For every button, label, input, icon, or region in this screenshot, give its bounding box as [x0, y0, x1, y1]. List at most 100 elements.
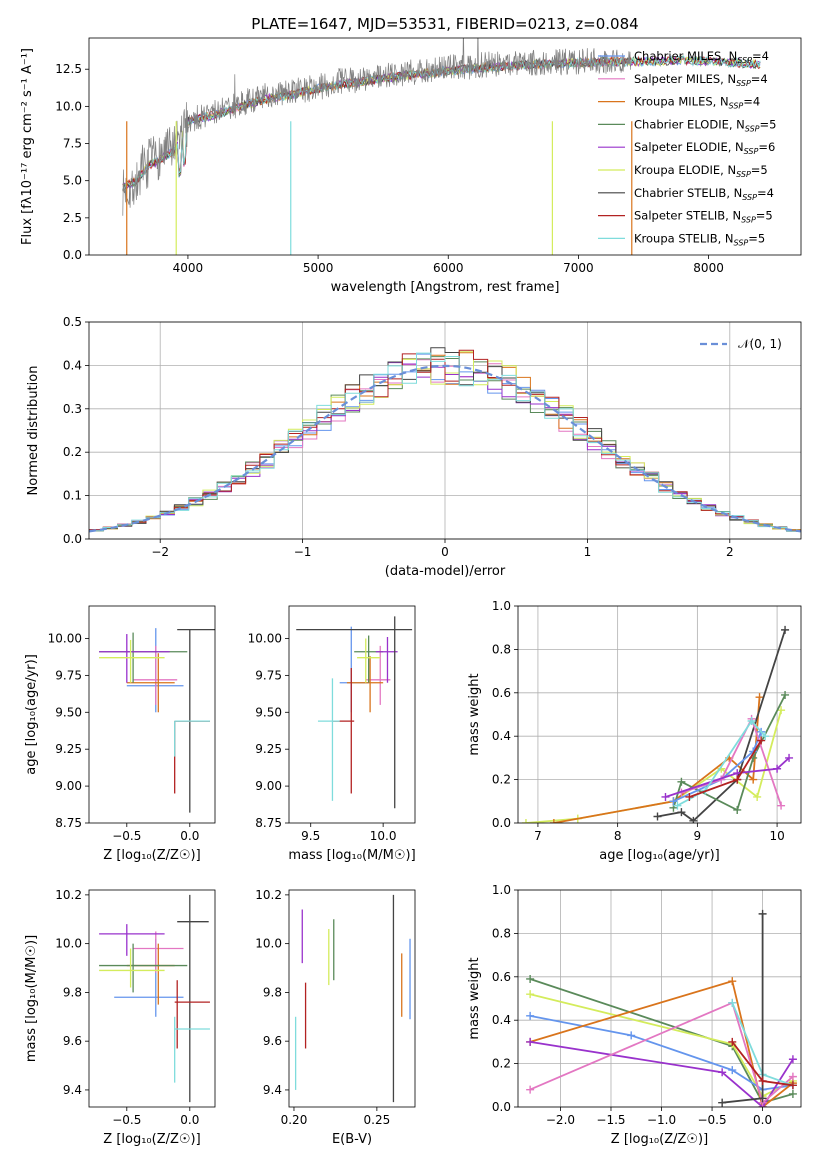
weight-marker: [718, 1068, 727, 1077]
x-axis-label: (data-model)/error: [385, 564, 506, 579]
weight-marker: [761, 732, 770, 741]
x-axis-label: Z [log₁₀(Z/Z☉)]: [103, 1132, 200, 1147]
y-tick-label: 9.6: [263, 1034, 282, 1048]
chart-title: PLATE=1647, MJD=53531, FIBERID=0213, z=0…: [251, 15, 638, 33]
weight-marker: [685, 792, 694, 801]
weight-marker: [549, 819, 558, 823]
x-tick-label: −1.0: [647, 1113, 676, 1127]
spectrum-data-line: [122, 38, 631, 216]
weight-marker: [728, 998, 737, 1007]
y-tick-label: 10.00: [248, 631, 282, 645]
axes-frame: [517, 605, 802, 824]
plot-area: [89, 347, 801, 533]
histogram-step: [89, 352, 801, 532]
axes-frame: [88, 889, 216, 1108]
x-tick-label: 0.0: [753, 1113, 772, 1127]
weight-marker: [661, 792, 670, 801]
y-tick-label: 9.4: [63, 1083, 82, 1097]
axes-frame: [288, 889, 416, 1108]
y-tick-label: 9.6: [63, 1034, 82, 1048]
weight-marker: [677, 808, 686, 817]
legend-label: 𝒩(0, 1): [738, 337, 782, 351]
weight-marker: [689, 816, 698, 823]
y-tick-label: 1.0: [492, 599, 511, 613]
x-tick-label: 0.0: [180, 829, 199, 843]
y-axis-label: Normed distribution: [26, 366, 41, 496]
chart-age-vs-mass: 9.5 10.0 8.75 9.00 9.25 9.50 9.75 10.00 mass [lo…: [248, 605, 416, 863]
weight-marker: [753, 792, 762, 801]
axes-frame: [517, 889, 802, 1108]
chart-mass-vs-ebv: 0.20 0.25 9.4 9.6 9.8 10.0 10.2 E(B-V): [255, 888, 416, 1147]
y-tick-label: 1.0: [492, 883, 511, 897]
chart-weight-vs-Z: −2.0 −1.5 −1.0 −0.5 0.0 0.0 0.2 0.4 0.6 0.8 1.0 Z […: [467, 883, 802, 1147]
weight-marker: [526, 1011, 535, 1020]
weight-marker: [788, 1089, 797, 1098]
weight-marker: [728, 1037, 737, 1046]
weight-marker: [781, 625, 790, 634]
x-tick-label: 9.5: [301, 829, 320, 843]
weight-marker: [526, 990, 535, 999]
y-tick-label: 10.00: [48, 631, 82, 645]
plot-area: [526, 909, 797, 1107]
y-tick-label: 0.8: [492, 926, 511, 940]
weight-marker: [755, 693, 764, 702]
plot-area: [294, 894, 411, 1103]
weight-marker: [781, 690, 790, 699]
axes-frame: [288, 605, 416, 824]
y-tick-label: 9.00: [55, 779, 82, 793]
weight-line: [525, 709, 782, 823]
weight-marker: [728, 1066, 737, 1075]
x-tick-label: 0: [441, 545, 449, 559]
y-tick-label: 0.4: [492, 729, 511, 743]
weight-marker: [521, 819, 530, 823]
x-tick-label: 7: [534, 829, 542, 843]
axes-frame: [88, 37, 802, 256]
x-tick-label: 8000: [693, 261, 724, 275]
y-tick-label: 9.25: [255, 742, 282, 756]
axes-frame: [88, 605, 216, 824]
weight-marker: [728, 977, 737, 986]
y-tick-label: 9.75: [55, 668, 82, 682]
weight-line: [657, 629, 786, 822]
x-tick-label: 10: [769, 829, 784, 843]
x-tick-label: 0.0: [180, 1113, 199, 1127]
x-axis-label: age [log₁₀(age/yr)]: [599, 848, 720, 863]
legend-label: Kroupa ELODIE, NSSP=5: [634, 163, 768, 179]
normal-curve: [89, 364, 801, 533]
y-tick-label: 0.2: [492, 773, 511, 787]
x-tick-label: 7000: [563, 261, 594, 275]
y-tick-label: 0.5: [63, 315, 82, 329]
axes-frame: [88, 321, 802, 540]
x-tick-label: 2: [726, 545, 734, 559]
chart-residuals: −2 −1 0 1 2 0.0 0.1 0.2 0.3 0.4 0.5 (data-model)/er…: [26, 315, 802, 579]
x-tick-label: −0.5: [112, 1113, 141, 1127]
weight-marker: [526, 1037, 535, 1046]
x-tick-label: 10.0: [370, 829, 397, 843]
legend: Chabrier MILES, NSSP=4 Salpeter MILES, NS…: [598, 49, 776, 247]
y-tick-label: 0.4: [492, 1013, 511, 1027]
y-tick-label: 0.4: [63, 358, 82, 372]
y-tick-label: 0.0: [492, 816, 511, 830]
legend-label: Chabrier MILES, NSSP=4: [634, 49, 769, 65]
weight-marker: [777, 801, 786, 810]
y-tick-label: 8.75: [255, 816, 282, 830]
weight-marker: [757, 736, 766, 745]
x-tick-label: −0.5: [697, 1113, 726, 1127]
x-axis-label: mass [log₁₀(M/M☉)]: [288, 848, 415, 863]
weight-marker: [749, 775, 758, 784]
weight-marker: [733, 775, 742, 784]
weight-marker: [627, 1031, 636, 1040]
weight-line: [665, 757, 790, 798]
weight-line: [529, 979, 794, 1107]
weight-marker: [673, 801, 682, 810]
x-axis-label: Z [log₁₀(Z/Z☉)]: [611, 1132, 708, 1147]
weight-line: [529, 1001, 794, 1105]
weight-marker: [526, 1085, 535, 1094]
x-tick-label: 4000: [173, 261, 204, 275]
y-axis-label: mass weight: [467, 673, 482, 755]
chart-mass-vs-Z: −0.5 0.0 9.4 9.6 9.8 10.0 10.2 Z [log₁₀(Z/Z☉)] m…: [24, 888, 216, 1147]
legend-label: Salpeter STELIB, NSSP=5: [634, 209, 773, 225]
y-tick-label: 0.6: [492, 686, 511, 700]
y-tick-label: 0.2: [492, 1057, 511, 1071]
chart-weight-vs-age: 7 8 9 10 0.0 0.2 0.4 0.6 0.8 1.0 age [log₁₀(age/yr…: [467, 599, 802, 863]
